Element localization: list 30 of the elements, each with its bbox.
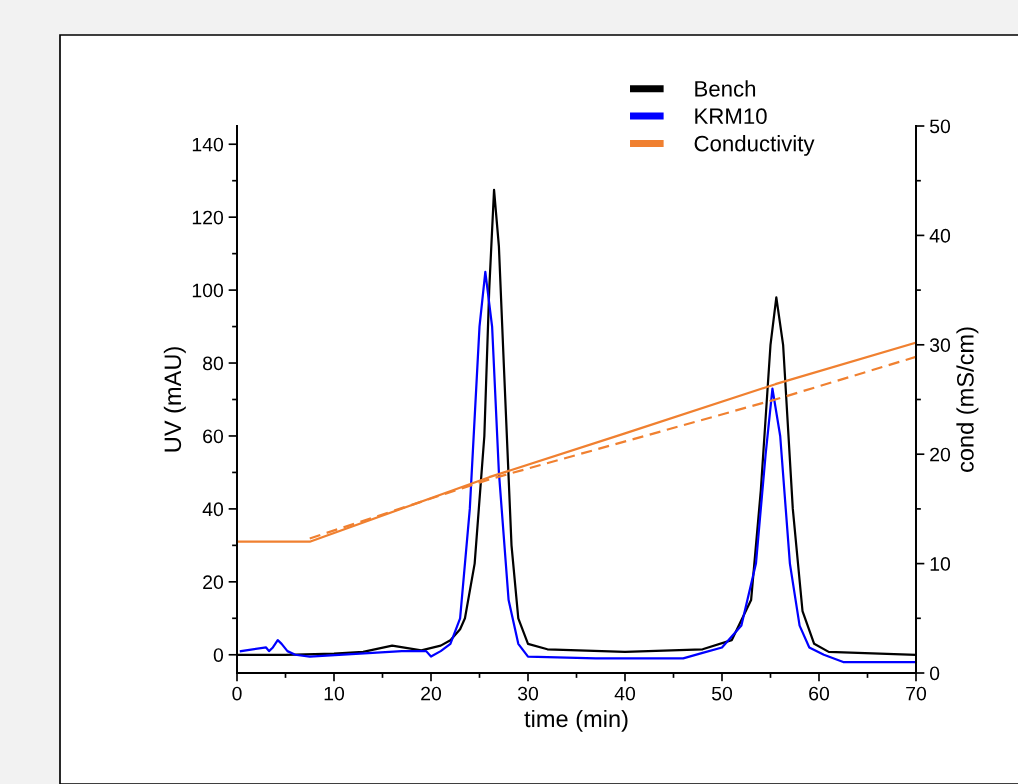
y2-axis-title: cond (mS/cm) [956, 327, 979, 472]
y2-tick-label: 30 [929, 338, 951, 353]
y-tick-label: 100 [192, 283, 224, 298]
y2-tick-label: 40 [929, 228, 951, 243]
y2-tick-label: 0 [929, 666, 940, 681]
x-tick-label: 40 [614, 686, 636, 701]
y-axis-title: UV (mAU) [163, 347, 186, 452]
x-tick-label: 60 [809, 686, 830, 701]
line-series [237, 341, 916, 543]
y2-tick-label: 50 [929, 119, 951, 134]
legend-label: KRM10 [695, 108, 767, 125]
x-axis-title: time (min) [524, 709, 628, 732]
y-tick-label: 60 [203, 429, 224, 444]
y2-tick-label: 20 [930, 447, 951, 462]
legend-label: Bench [695, 80, 756, 97]
legend-label: Conductivity [694, 135, 815, 156]
x-tick-label: 30 [517, 686, 539, 701]
x-tick-label: 50 [711, 686, 733, 701]
x-tick-label: 70 [906, 686, 927, 701]
y2-tick-label: 10 [930, 557, 951, 571]
y-tick-label: 20 [203, 575, 224, 590]
x-tick-label: 20 [421, 686, 442, 701]
x-tick-label: 10 [324, 686, 345, 701]
y-tick-label: 40 [202, 502, 224, 517]
x-tick-label: 0 [232, 686, 242, 701]
y-tick-label: 80 [203, 356, 224, 371]
y-tick-label: 0 [213, 648, 224, 662]
y-tick-label: 120 [192, 210, 224, 225]
y-tick-label: 140 [192, 137, 224, 152]
line-series [239, 270, 916, 664]
